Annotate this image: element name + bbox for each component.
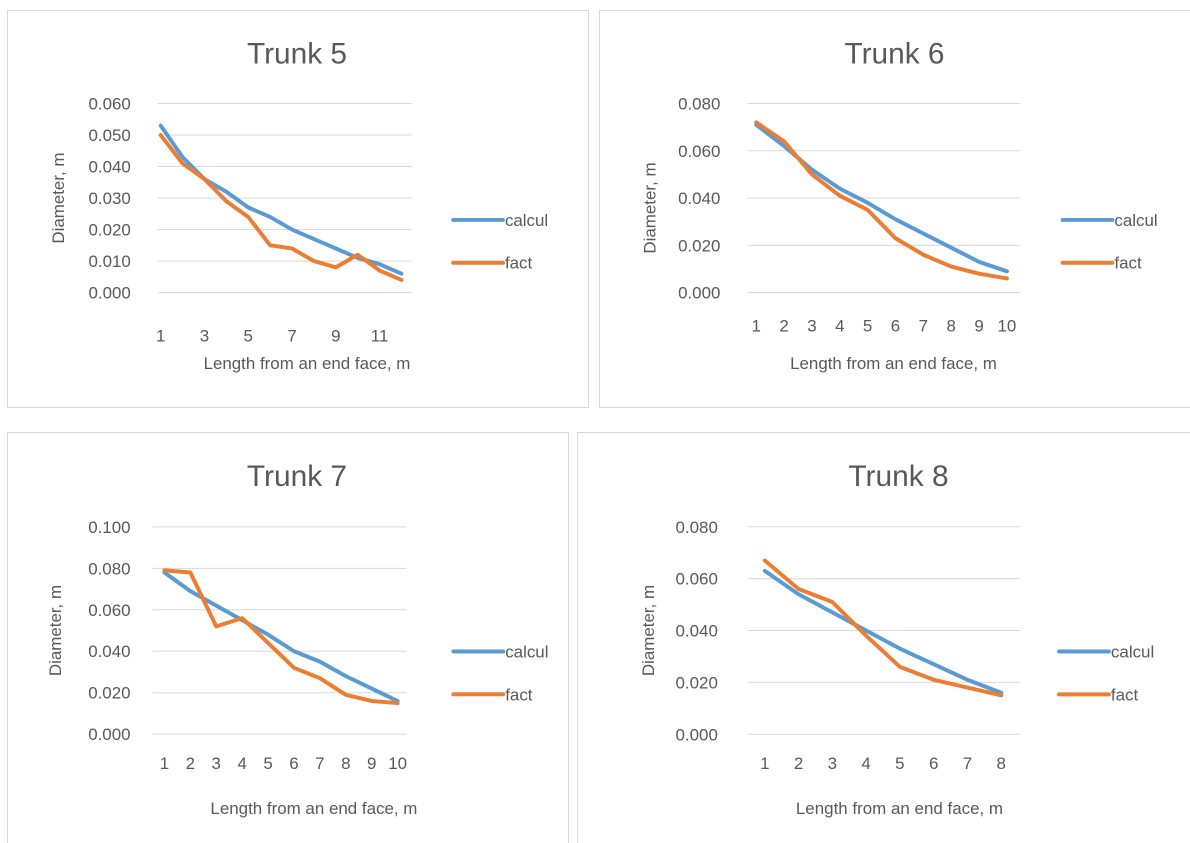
- y-axis-title: Diameter, m: [46, 585, 65, 676]
- x-axis-title: Length from an end face, m: [204, 354, 411, 373]
- x-tick-label: 11: [371, 326, 389, 345]
- x-tick-label: 2: [186, 754, 195, 773]
- y-tick-label: 0.040: [676, 622, 718, 641]
- y-axis-title: Diameter, m: [639, 585, 658, 676]
- x-axis-title: Length from an end face, m: [210, 799, 417, 818]
- x-tick-label: 6: [891, 316, 900, 335]
- y-tick-label: 0.020: [678, 236, 720, 255]
- x-axis-title: Length from an end face, m: [796, 799, 1003, 818]
- y-tick-label: 0.040: [89, 158, 131, 177]
- chart-svg: Trunk 7 0.000 0.020 0.040 0.060 0.080 0.100 1 2 3…: [46, 460, 549, 818]
- x-tick-label: 6: [289, 754, 298, 773]
- x-axis-title: Length from an end face, m: [790, 354, 997, 373]
- chart-panel-trunk-7: Trunk 7 0.000 0.020 0.040 0.060 0.080 0.100 1 2 3…: [7, 432, 569, 843]
- series-line-fact: [162, 568, 400, 706]
- y-axis-title: Diameter, m: [641, 162, 660, 253]
- legend-label-calcul: calcul: [1114, 211, 1157, 230]
- y-tick-label: 0.000: [89, 284, 131, 303]
- legend-label-calcul: calcul: [505, 642, 548, 661]
- y-tick-label: 0.000: [678, 284, 720, 303]
- y-tick-label: 0.100: [88, 518, 130, 537]
- y-tick-label: 0.040: [678, 189, 720, 208]
- chart-panel-trunk-5: Trunk 5 0.000 0.010 0.020 0.030 0.040 0.050 0.0…: [7, 10, 589, 408]
- x-tick-label: 9: [331, 326, 340, 345]
- x-tick-label: 6: [929, 754, 938, 773]
- x-tick-label: 7: [919, 316, 928, 335]
- y-tick-label: 0.060: [88, 601, 130, 620]
- x-tick-label: 1: [156, 326, 165, 345]
- chart-title: Trunk 7: [247, 460, 347, 493]
- chart-title: Trunk 8: [848, 460, 948, 493]
- x-tick-label: 2: [779, 316, 788, 335]
- x-tick-label: 5: [244, 326, 253, 345]
- x-tick-label: 10: [388, 754, 407, 773]
- legend-label-fact: fact: [1111, 685, 1139, 704]
- y-tick-label: 0.030: [89, 189, 131, 208]
- y-tick-label: 0.020: [88, 684, 130, 703]
- chart-svg: Trunk 8 0.000 0.020 0.040 0.060 0.080 1 2 3 4 5 6 7 8…: [639, 460, 1154, 818]
- x-tick-label: 9: [974, 316, 983, 335]
- chart-panel-trunk-6: Trunk 6 0.000 0.020 0.040 0.060 0.080 1 2 3 4 5 6 7 8…: [599, 10, 1190, 408]
- x-tick-label: 7: [315, 754, 324, 773]
- chart-svg: Trunk 5 0.000 0.010 0.020 0.030 0.040 0.050 0.0…: [49, 38, 548, 373]
- x-tick-label: 4: [237, 754, 246, 773]
- x-tick-label: 4: [861, 754, 870, 773]
- y-axis-title: Diameter, m: [49, 152, 68, 243]
- x-tick-label: 1: [760, 754, 769, 773]
- series-line-calcul: [158, 123, 404, 276]
- x-tick-label: 8: [947, 316, 956, 335]
- y-tick-label: 0.060: [89, 95, 131, 114]
- y-tick-label: 0.020: [676, 673, 718, 692]
- x-tick-label: 9: [367, 754, 376, 773]
- legend-label-calcul: calcul: [505, 211, 548, 230]
- y-tick-label: 0.060: [676, 570, 718, 589]
- chart-title: Trunk 6: [844, 38, 944, 71]
- y-tick-label: 0.080: [676, 518, 718, 537]
- x-tick-label: 8: [997, 754, 1006, 773]
- y-tick-label: 0.080: [88, 559, 130, 578]
- legend-label-fact: fact: [505, 685, 533, 704]
- x-tick-label: 8: [341, 754, 350, 773]
- y-tick-label: 0.080: [678, 95, 720, 114]
- y-tick-label: 0.000: [676, 725, 718, 744]
- y-tick-label: 0.010: [89, 252, 131, 271]
- chart-title: Trunk 5: [247, 38, 347, 71]
- x-tick-label: 3: [828, 754, 837, 773]
- y-tick-label: 0.040: [88, 642, 130, 661]
- x-tick-label: 10: [998, 316, 1017, 335]
- y-tick-label: 0.000: [88, 725, 130, 744]
- x-tick-label: 5: [895, 754, 904, 773]
- x-tick-label: 7: [287, 326, 296, 345]
- legend-label-calcul: calcul: [1111, 642, 1154, 661]
- series-line-fact: [762, 558, 1004, 698]
- series-line-fact: [754, 120, 1009, 281]
- x-tick-label: 5: [863, 316, 872, 335]
- chart-svg: Trunk 6 0.000 0.020 0.040 0.060 0.080 1 2 3 4 5 6 7 8…: [641, 38, 1158, 373]
- x-tick-label: 1: [751, 316, 760, 335]
- legend-label-fact: fact: [505, 254, 533, 273]
- x-tick-label: 7: [963, 754, 972, 773]
- x-tick-label: 5: [263, 754, 272, 773]
- x-tick-label: 1: [160, 754, 169, 773]
- y-tick-label: 0.060: [678, 142, 720, 161]
- x-tick-label: 3: [212, 754, 221, 773]
- chart-panel-trunk-8: Trunk 8 0.000 0.020 0.040 0.060 0.080 1 2 3 4 5 6 7 8…: [577, 432, 1190, 843]
- series-line-calcul: [762, 568, 1004, 695]
- x-tick-label: 2: [794, 754, 803, 773]
- x-tick-label: 3: [200, 326, 209, 345]
- x-tick-label: 4: [835, 316, 844, 335]
- legend-label-fact: fact: [1114, 254, 1142, 273]
- series-line-fact: [158, 133, 404, 282]
- x-tick-label: 3: [807, 316, 816, 335]
- y-tick-label: 0.020: [89, 221, 131, 240]
- y-tick-label: 0.050: [89, 126, 131, 145]
